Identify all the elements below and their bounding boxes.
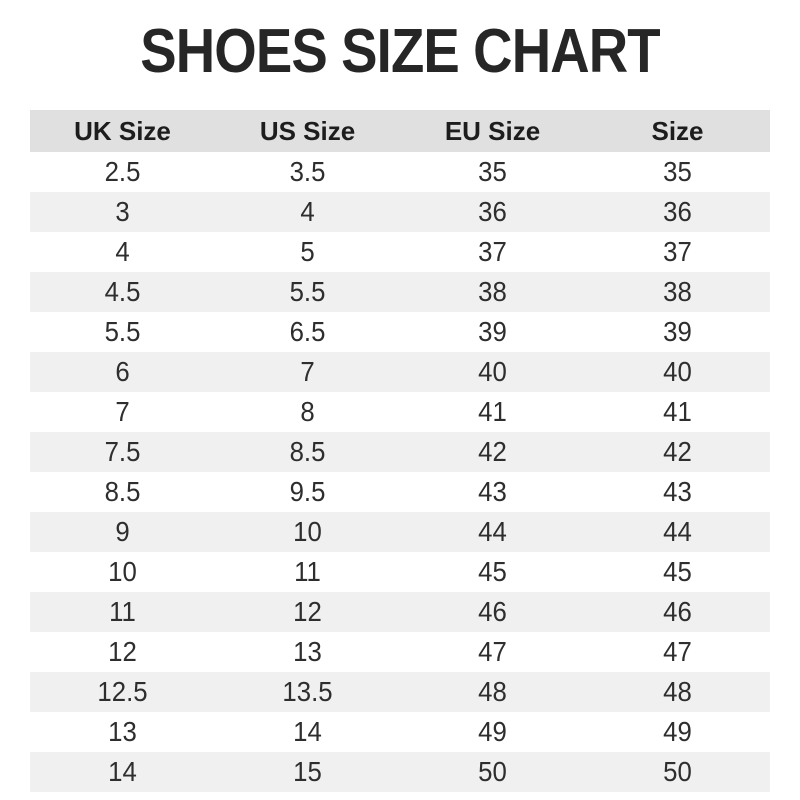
size-cell: 11	[294, 556, 321, 587]
size-cell: 8.5	[104, 476, 141, 507]
size-cell: 10	[293, 516, 322, 547]
table-row: 11 12 46 46	[30, 592, 770, 632]
size-cell: 6	[115, 356, 130, 387]
size-cell: 8.5	[289, 436, 326, 467]
size-cell: 39	[478, 316, 507, 347]
size-cell: 11	[109, 596, 136, 627]
size-cell: 49	[663, 716, 692, 747]
size-cell: 15	[293, 756, 322, 787]
column-header-eu-size: EU Size	[444, 115, 541, 146]
size-cell: 36	[663, 196, 692, 227]
size-cell: 49	[478, 716, 507, 747]
size-cell: 47	[478, 636, 507, 667]
size-cell: 50	[478, 756, 507, 787]
table-body: 2.5 3.5 35 35 3 4 36 36 4 5 37 37 4.5 5.5 38 38 5.5 6.5 39…	[30, 152, 770, 792]
table-row: 9 10 44 44	[30, 512, 770, 552]
table-header-row: UK Size US Size EU Size Size	[30, 110, 770, 152]
size-cell: 12	[108, 636, 137, 667]
table-row: 10 11 45 45	[30, 552, 770, 592]
column-header-size: Size	[651, 115, 704, 146]
size-cell: 10	[108, 556, 137, 587]
size-cell: 5.5	[104, 316, 141, 347]
size-cell: 35	[478, 156, 507, 187]
size-cell: 38	[478, 276, 507, 307]
size-cell: 12.5	[97, 676, 148, 707]
size-cell: 40	[478, 356, 507, 387]
size-cell: 46	[663, 596, 692, 627]
table-row: 5.5 6.5 39 39	[30, 312, 770, 352]
size-cell: 3.5	[289, 156, 326, 187]
size-cell: 40	[663, 356, 692, 387]
table-row: 2.5 3.5 35 35	[30, 152, 770, 192]
size-cell: 13	[293, 636, 322, 667]
size-cell: 4	[300, 196, 315, 227]
size-cell: 46	[478, 596, 507, 627]
size-cell: 41	[478, 396, 507, 427]
size-cell: 43	[478, 476, 507, 507]
size-cell: 37	[663, 236, 692, 267]
size-cell: 5.5	[289, 276, 326, 307]
size-cell: 43	[663, 476, 692, 507]
size-cell: 45	[478, 556, 507, 587]
table-row: 14 15 50 50	[30, 752, 770, 792]
table-row: 12 13 47 47	[30, 632, 770, 672]
size-cell: 9	[115, 516, 130, 547]
size-cell: 9.5	[289, 476, 326, 507]
column-header-uk-size: UK Size	[74, 115, 171, 146]
table-row: 6 7 40 40	[30, 352, 770, 392]
size-cell: 4.5	[104, 276, 141, 307]
size-cell: 44	[478, 516, 507, 547]
size-cell: 45	[663, 556, 692, 587]
size-cell: 4	[115, 236, 130, 267]
size-cell: 47	[663, 636, 692, 667]
table-row: 13 14 49 49	[30, 712, 770, 752]
table-row: 4 5 37 37	[30, 232, 770, 272]
table-row: 4.5 5.5 38 38	[30, 272, 770, 312]
size-cell: 2.5	[104, 156, 141, 187]
size-cell: 14	[108, 756, 137, 787]
size-cell: 48	[478, 676, 507, 707]
size-cell: 5	[300, 236, 315, 267]
table-row: 12.5 13.5 48 48	[30, 672, 770, 712]
size-cell: 36	[478, 196, 507, 227]
page-title: SHOES SIZE CHART	[140, 17, 660, 86]
size-cell: 13	[108, 716, 137, 747]
column-header-us-size: US Size	[259, 115, 356, 146]
table-row: 8.5 9.5 43 43	[30, 472, 770, 512]
size-cell: 38	[663, 276, 692, 307]
size-cell: 44	[663, 516, 692, 547]
size-cell: 41	[663, 396, 692, 427]
size-cell: 3	[115, 196, 130, 227]
size-cell: 6.5	[289, 316, 326, 347]
size-cell: 42	[478, 436, 507, 467]
size-cell: 50	[663, 756, 692, 787]
size-cell: 14	[293, 716, 322, 747]
size-table: UK Size US Size EU Size Size 2.5 3.5 35 35 3…	[30, 110, 770, 792]
size-cell: 12	[293, 596, 322, 627]
table-row: 7 8 41 41	[30, 392, 770, 432]
table-row: 7.5 8.5 42 42	[30, 432, 770, 472]
size-cell: 7	[300, 356, 315, 387]
size-cell: 42	[663, 436, 692, 467]
size-cell: 37	[478, 236, 507, 267]
size-cell: 7.5	[104, 436, 141, 467]
size-cell: 35	[663, 156, 692, 187]
size-cell: 48	[663, 676, 692, 707]
size-cell: 39	[663, 316, 692, 347]
size-cell: 7	[115, 396, 130, 427]
size-cell: 13.5	[282, 676, 333, 707]
size-cell: 8	[300, 396, 315, 427]
table-row: 3 4 36 36	[30, 192, 770, 232]
